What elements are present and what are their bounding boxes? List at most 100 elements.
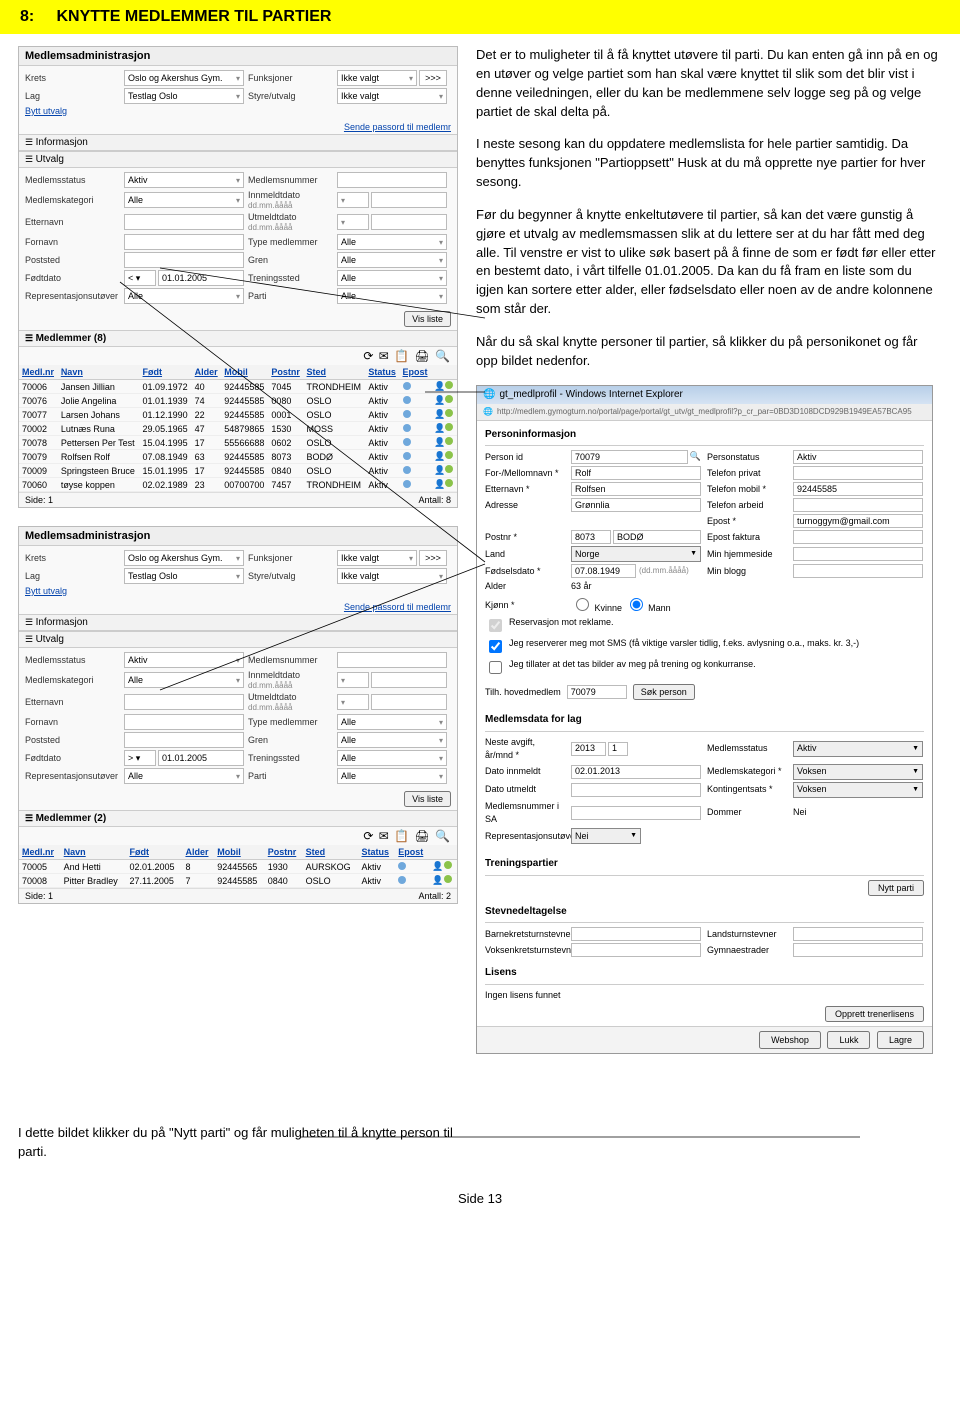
col-postnr[interactable]: Postnr: [268, 365, 303, 380]
person-icon[interactable]: 👤: [434, 465, 445, 475]
inn-op[interactable]: [337, 672, 369, 688]
address-bar[interactable]: 🌐 http://medlem.gymogturn.no/portal/page…: [477, 404, 932, 421]
parti-select[interactable]: Alle: [337, 768, 447, 784]
refresh-icon[interactable]: ⟳: [363, 349, 373, 363]
webshop-button[interactable]: Webshop: [759, 1031, 821, 1049]
mnr-input[interactable]: [337, 652, 447, 668]
person-icon[interactable]: 👤: [434, 437, 445, 447]
mail-icon[interactable]: ✉: [379, 349, 389, 363]
pstat-input[interactable]: Aktiv: [793, 450, 923, 464]
col-navn[interactable]: Navn: [58, 365, 140, 380]
vis-liste-button[interactable]: Vis liste: [404, 311, 451, 327]
col-sted[interactable]: Sted: [303, 845, 359, 860]
ut-date[interactable]: [371, 214, 447, 230]
ut-op[interactable]: [337, 214, 369, 230]
lag-select[interactable]: Testlag Oslo: [124, 88, 244, 104]
epost-input[interactable]: turnoggym@gmail.com: [793, 514, 923, 528]
person-icon[interactable]: 👤: [434, 479, 445, 489]
mstatus-select[interactable]: Aktiv: [124, 172, 244, 188]
krets-select[interactable]: Oslo og Akershus Gym.: [124, 550, 244, 566]
dinn-input[interactable]: 02.01.2013: [571, 765, 701, 779]
col-alder[interactable]: Alder: [192, 365, 222, 380]
poststed-input[interactable]: BODØ: [613, 530, 701, 544]
for-input[interactable]: Rolf: [571, 466, 701, 480]
funksjoner-select[interactable]: Ikke valgt: [337, 70, 417, 86]
sok-person-button[interactable]: Søk person: [633, 684, 695, 700]
tren-select[interactable]: Alle: [337, 750, 447, 766]
table-row[interactable]: 70060tøyse koppen02.02.19892300700700745…: [19, 478, 457, 492]
export-icon[interactable]: 📋: [394, 829, 409, 843]
search-icon[interactable]: 🔍: [435, 829, 450, 843]
person-icon[interactable]: 👤: [434, 409, 445, 419]
styre-select[interactable]: Ikke valgt: [337, 568, 447, 584]
ta-input[interactable]: [793, 498, 923, 512]
col-mobil[interactable]: Mobil: [221, 365, 268, 380]
kat-select[interactable]: Alle: [124, 192, 244, 208]
person-icon[interactable]: 👤: [434, 423, 445, 433]
col-navn[interactable]: Navn: [61, 845, 127, 860]
col-fodt[interactable]: Født: [126, 845, 182, 860]
inn-op[interactable]: [337, 192, 369, 208]
person-icon[interactable]: 👤: [434, 451, 445, 461]
info-section[interactable]: Informasjon: [19, 614, 457, 631]
table-row[interactable]: 70076Jolie Angelina01.01.193974924455850…: [19, 394, 457, 408]
for-input[interactable]: [124, 714, 244, 730]
col-nr[interactable]: Medl.nr: [19, 365, 58, 380]
gren-select[interactable]: Alle: [337, 732, 447, 748]
tilh-input[interactable]: 70079: [567, 685, 627, 699]
label-bytt[interactable]: Bytt utvalg: [25, 586, 120, 596]
mnd-input[interactable]: 1: [608, 742, 628, 756]
person-icon[interactable]: 👤: [432, 861, 443, 871]
adr-input[interactable]: Grønnlia: [571, 498, 701, 512]
col-nr[interactable]: Medl.nr: [19, 845, 61, 860]
radio-kvinne[interactable]: [576, 598, 589, 611]
fodt-date-1[interactable]: 01.01.2005: [158, 270, 244, 286]
fdato-input[interactable]: 07.08.1949: [571, 564, 636, 578]
col-sted[interactable]: Sted: [304, 365, 366, 380]
col-epost[interactable]: Epost: [400, 365, 432, 380]
kat-select[interactable]: Alle: [124, 672, 244, 688]
ut-date[interactable]: [371, 694, 447, 710]
ett-input[interactable]: [124, 214, 244, 230]
dut-input[interactable]: [571, 783, 701, 797]
table-row[interactable]: 70002Lutnæs Runa29.05.196547548798651530…: [19, 422, 457, 436]
rep-select[interactable]: Alle: [124, 768, 244, 784]
goto-button[interactable]: >>>: [419, 70, 447, 86]
fodt-op[interactable]: < ▾: [124, 270, 156, 286]
search-icon[interactable]: 🔍: [435, 349, 450, 363]
export-icon[interactable]: 📋: [394, 349, 409, 363]
table-row[interactable]: 70079Rolfsen Rolf07.08.19496392445585807…: [19, 450, 457, 464]
lukk-button[interactable]: Lukk: [827, 1031, 870, 1049]
chk-sms[interactable]: [489, 640, 502, 653]
type-select[interactable]: Alle: [337, 714, 447, 730]
postnr-input[interactable]: 8073: [571, 530, 611, 544]
col-mobil[interactable]: Mobil: [214, 845, 264, 860]
radio-mann[interactable]: [630, 598, 643, 611]
label-bytt[interactable]: Bytt utvalg: [25, 106, 120, 116]
col-postnr[interactable]: Postnr: [265, 845, 303, 860]
gren-select[interactable]: Alle: [337, 252, 447, 268]
ut-op[interactable]: [337, 694, 369, 710]
lag-select[interactable]: Testlag Oslo: [124, 568, 244, 584]
tren-select[interactable]: Alle: [337, 270, 447, 286]
lands-input[interactable]: [793, 927, 923, 941]
utvalg-section[interactable]: Utvalg: [19, 151, 457, 168]
type-select[interactable]: Alle: [337, 234, 447, 250]
hjem-input[interactable]: [793, 547, 923, 561]
tm-input[interactable]: 92445585: [793, 482, 923, 496]
ksats-select[interactable]: Voksen: [793, 782, 923, 798]
col-status[interactable]: Status: [365, 365, 399, 380]
ett-input[interactable]: Rolfsen: [571, 482, 701, 496]
pid-input[interactable]: 70079: [571, 450, 688, 464]
parti-select[interactable]: Alle: [337, 288, 447, 304]
krets-select[interactable]: Oslo og Akershus Gym.: [124, 70, 244, 86]
ett-input[interactable]: [124, 694, 244, 710]
person-icon[interactable]: 👤: [434, 381, 445, 391]
post-input[interactable]: [124, 252, 244, 268]
print-icon[interactable]: 🖨: [414, 829, 429, 843]
nytt-parti-button[interactable]: Nytt parti: [868, 880, 924, 896]
rep-select[interactable]: Alle: [124, 288, 244, 304]
vis-liste-button[interactable]: Vis liste: [404, 791, 451, 807]
lagre-button[interactable]: Lagre: [877, 1031, 924, 1049]
info-section[interactable]: Informasjon: [19, 134, 457, 151]
